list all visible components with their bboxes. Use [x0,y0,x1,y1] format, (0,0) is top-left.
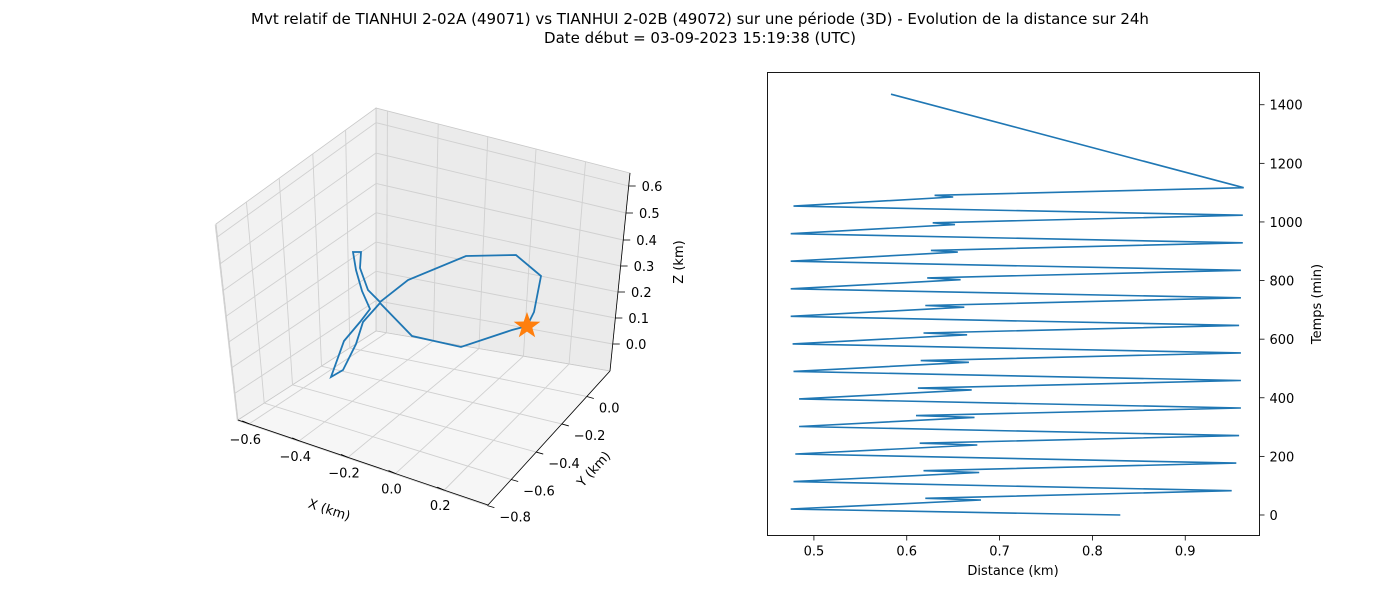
y-tick-label-2d: 0 [1270,509,1278,524]
grid-line-z-wall [226,212,377,317]
grid-line-z-wall [217,122,377,238]
y-tick-mark [586,396,594,399]
x-tick-mark [242,420,250,425]
z-tick-label: 0.3 [634,260,655,275]
grid-line-x [298,340,434,442]
grid-line-z [375,152,627,214]
y-tick-label-2d: 1200 [1270,157,1303,172]
z-tick-label: 0.4 [636,234,657,249]
grid-line-z-wall [234,300,377,394]
grid-line-z [375,183,624,241]
x-tick-label: 0.2 [430,499,451,514]
grid-line-z [375,241,619,293]
grid-line-y [349,347,587,397]
grid-line-y-wall [214,224,238,421]
x-tick-mark [340,454,349,458]
trajectory-line [329,251,542,380]
start-marker-star [513,312,541,338]
grid-line-z-wall [231,270,377,368]
x-tick-label: −0.2 [328,466,360,481]
grid-line-x [249,332,387,425]
z-axis-line [609,172,631,372]
grid-line-x [347,348,480,458]
y-tick-label-2d: 1400 [1270,99,1303,114]
y-tick-mark [511,479,519,482]
x-tick-mark [292,437,300,442]
y-tick-label: −0.2 [574,429,606,444]
x-tick-label: −0.4 [279,450,311,465]
grid-line-y-wall [278,178,293,385]
x-tick-mark [437,486,445,491]
z-tick-label: 0.1 [628,312,649,327]
grid-line-y [321,365,562,425]
grid-line-x-back [478,136,489,349]
grid-line-z [375,300,613,345]
y-axis-label-2d: Temps (min) [1310,264,1325,345]
ticks-3d: −0.6 −0.4 −0.2 0.0 0.2 0.0 −0.2 −0.4 −0.6 −0.8 0.0… [229,180,662,526]
grid-line-z [375,270,616,319]
plot-distance-time: 0.5 0.6 0.7 0.8 0.9 0 200 400 600 800 1000 1200 1400… [767,72,1325,579]
grid-line-x-back [568,161,586,365]
grid-line-y [237,420,488,507]
x-axis-line [237,419,489,506]
x-tick-label: 0.0 [381,483,402,498]
chart-subtitle: Date début = 03-09-2023 15:19:38 (UTC) [544,29,856,47]
x-tick-label-2d: 0.5 [804,545,825,560]
z-tick-label: 0.5 [639,207,660,222]
x-tick-label-2d: 0.6 [896,545,917,560]
grid-3d [214,110,629,507]
grid-line-z-wall [220,152,377,264]
x-axis-label: X (km) [306,497,352,525]
grid-line-x [395,355,524,474]
y-axis-line [487,370,611,506]
grid-line-x-back [432,123,439,341]
distance-series-line [790,93,1244,516]
grid-line-y-wall [245,201,265,404]
grid-line-y [264,402,512,480]
y-tick-mark [487,505,495,509]
x-tick-mark [388,470,396,474]
grid-line-y-wall [312,153,322,367]
y-tick-label-2d: 1000 [1270,216,1303,231]
grid-line-z [375,122,629,187]
y-tick-label-2d: 800 [1270,275,1295,290]
grid-line-z-wall [228,241,377,343]
y-tick-label: 0.0 [599,401,620,416]
z-tick-label: 0.6 [642,180,663,195]
chart-title: Mvt relatif de TIANHUI 2-02A (49071) vs … [251,10,1149,28]
x-tick-label: −0.6 [229,433,261,448]
grid-line-x [443,363,570,491]
x-tick-label-2d: 0.7 [989,545,1010,560]
x-tick-label-2d: 0.8 [1082,545,1103,560]
z-axis-label: Z (km) [672,240,687,283]
y-tick-label-2d: 600 [1270,333,1295,348]
y-tick-label: −0.6 [523,485,555,500]
y-tick-label-2d: 400 [1270,392,1295,407]
y-axis-label: Y (km) [574,449,614,491]
ticks-2d: 0.5 0.6 0.7 0.8 0.9 0 200 400 600 800 1000 1200 1400 [804,99,1303,560]
grid-line-z [375,212,621,267]
grid-line-y [292,384,537,453]
plot-3d: −0.6 −0.4 −0.2 0.0 0.2 0.0 −0.2 −0.4 −0.6 −0.8 0.0… [214,107,687,526]
y-tick-mark [536,451,544,455]
x-tick-label-2d: 0.9 [1175,545,1196,560]
y-tick-label: −0.4 [548,457,580,472]
y-tick-label: −0.8 [499,511,531,526]
grid-line-y-wall [345,130,351,348]
z-tick-label: 0.0 [626,338,647,353]
grid-line-z-wall [223,183,377,291]
z-tick-label: 0.2 [631,286,652,301]
y-tick-label-2d: 200 [1270,450,1295,465]
y-tick-mark [561,423,569,427]
x-axis-label-2d: Distance (km) [967,564,1058,579]
back-pane [375,107,631,372]
